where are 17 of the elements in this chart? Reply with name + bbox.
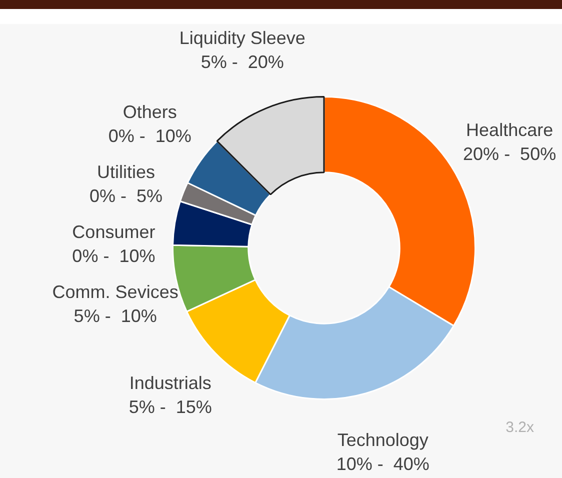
text: 0% - 10% (108, 126, 192, 146)
text: 5% - 20% (200, 52, 284, 72)
slice-label: Others (122, 102, 177, 122)
text: 5% - 15% (128, 396, 212, 417)
slice-label: Comm. Sevices (52, 282, 178, 302)
slice-label: Healthcare (466, 120, 554, 140)
slice-label: Industrials (129, 372, 212, 393)
text: 10% - 40% (336, 454, 430, 474)
text: 20% - 50% (463, 144, 556, 164)
text: 0% - 10% (72, 246, 156, 266)
text: 0% - 5% (89, 186, 162, 206)
text: 5% - 10% (74, 306, 157, 326)
text: 3.2x (506, 419, 534, 436)
slice-label: Utilities (96, 162, 155, 182)
slice-label: Technology (337, 430, 428, 450)
slice-label: Liquidity Sleeve (179, 28, 306, 48)
slice-label: Consumer (72, 222, 156, 242)
